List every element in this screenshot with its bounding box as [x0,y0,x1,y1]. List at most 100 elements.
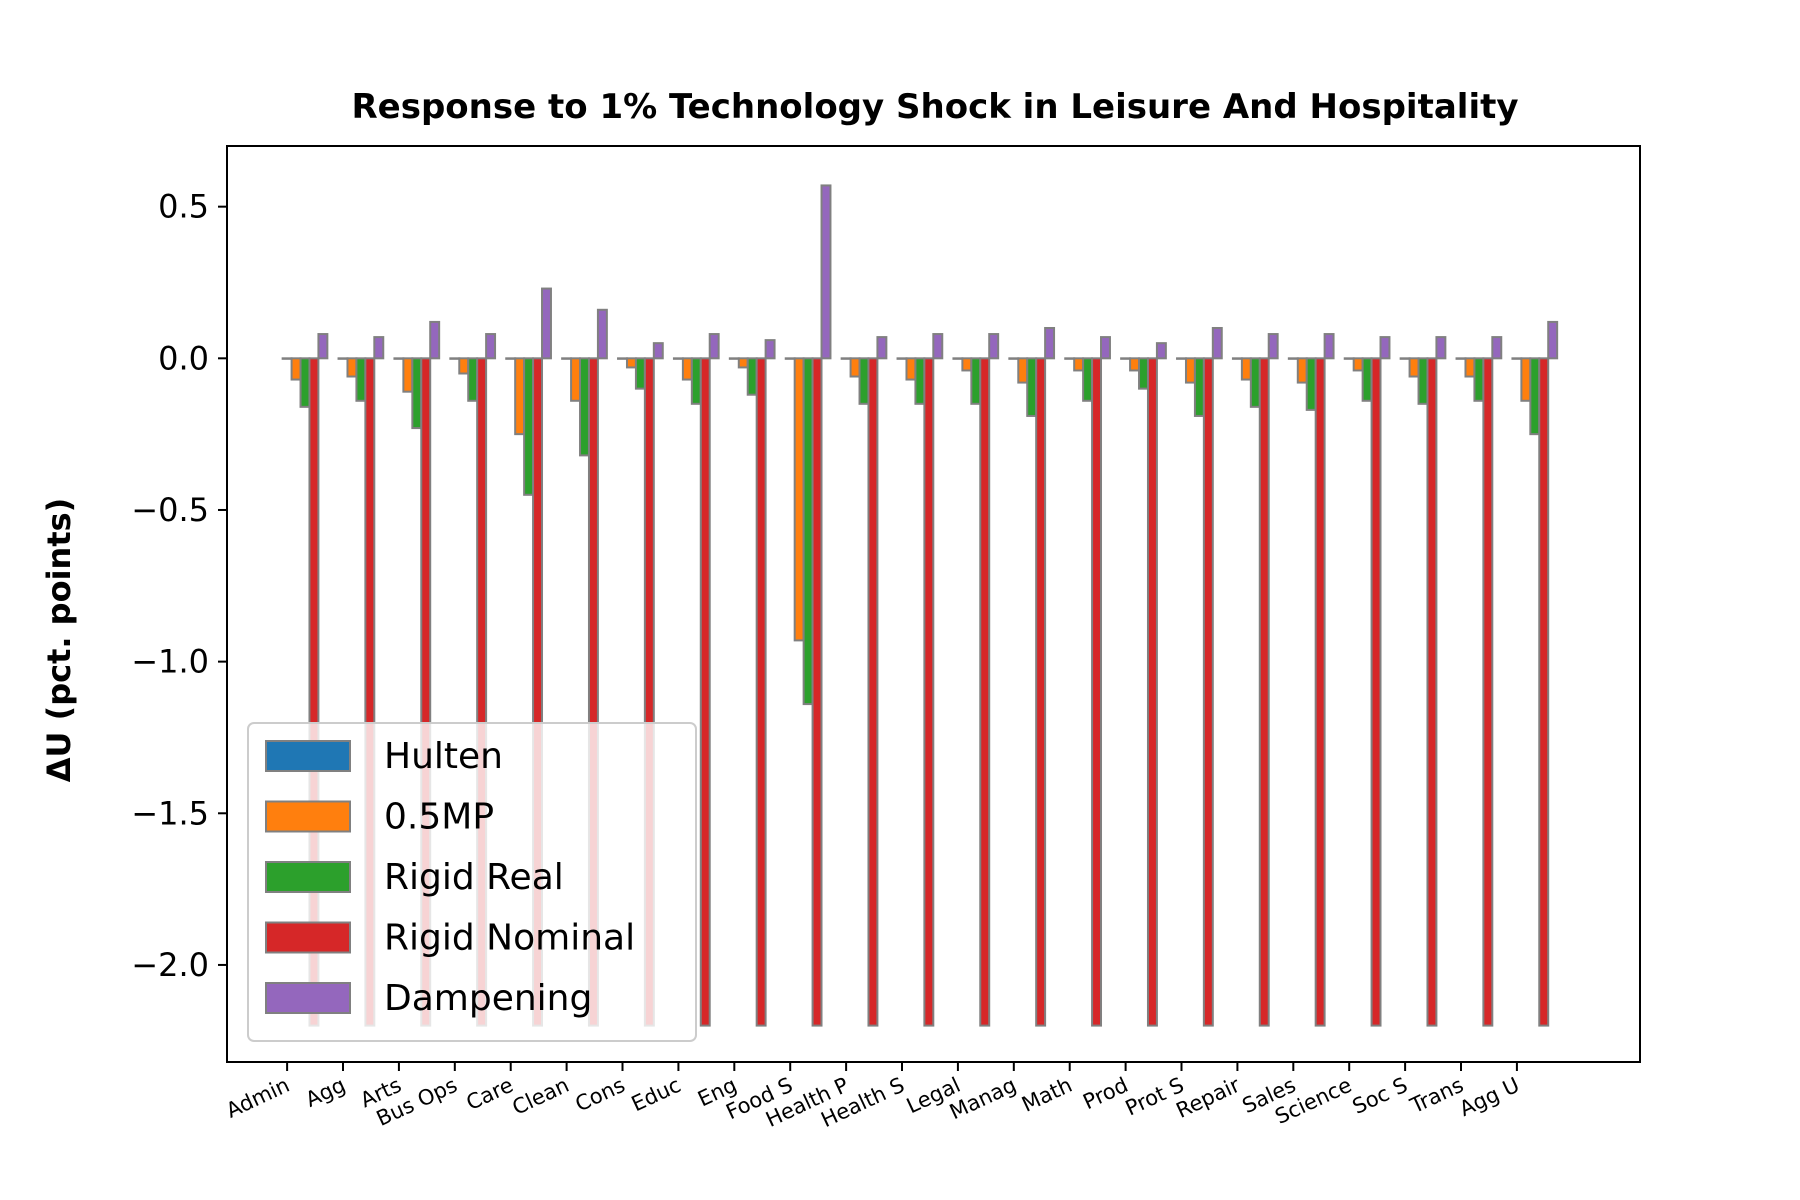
plot-area [226,145,1641,1063]
legend-swatch [265,800,351,833]
bar-dampening-prod [1155,342,1167,360]
bar-0-5mp-arts [402,357,414,393]
x-tick-label: Agg [302,1073,349,1112]
legend-box [247,722,697,1042]
bar-dampening-care [541,287,552,360]
bar-0-5mp-admin [290,357,302,381]
y-tick-label: −1.5 [131,794,209,832]
bar-rigid-nominal-prot-s [1202,357,1214,1027]
bar-rigid-nominal-soc-s [1426,357,1438,1027]
bar-rigid-nominal-prod [1146,357,1158,1027]
y-axis-label: ΔU (pct. points) [40,498,78,783]
bar-rigid-real-repair [1249,357,1261,408]
bar-rigid-nominal-manag [1035,357,1047,1027]
bar-rigid-real-educ [690,357,702,405]
bar-0-5mp-health-s [905,357,917,381]
bar-0-5mp-educ [681,357,693,381]
bar-dampening-arts [429,320,441,360]
bar-hulten-manag [1008,357,1020,360]
y-axis: 0.5 0.0 −0.5 −1.0 −1.5 −2.0 [131,188,227,984]
bar-rigid-nominal-trans [1482,357,1494,1027]
x-tick-label: Prod [1079,1073,1131,1114]
bar-hulten-educ [672,357,684,360]
legend-swatch [265,982,351,1014]
legend-label: 0.5MP [384,797,494,838]
bar-0-5mp-cons [625,357,637,369]
legend-label: Dampening [384,978,592,1019]
bar-rigid-real-math [1082,357,1094,402]
bar-0-5mp-science [1352,357,1364,372]
bar-dampening-eng [764,339,776,360]
legend: Hulten 0.5MP Rigid Real Rigid Nominal Dampen… [247,722,697,1042]
y-tick-label: 0.0 [158,339,209,377]
bar-rigid-real-prod [1138,357,1149,390]
bar-0-5mp-sales [1296,357,1308,384]
bar-hulten-admin [281,357,293,360]
bar-rigid-nominal-repair [1258,357,1270,1027]
x-tick-label: Agg U [1456,1073,1523,1121]
bar-hulten-sales [1287,357,1299,360]
bar-0-5mp-care [514,357,526,436]
bar-dampening-food-s [820,184,832,360]
y-tick-label: −0.5 [131,491,209,529]
bar-0-5mp-repair [1240,357,1252,381]
bar-hulten-cons [617,357,628,360]
bar-0-5mp-agg [346,357,358,378]
x-tick-label: Educ [628,1073,685,1117]
bar-rigid-real-arts [411,357,423,430]
bar-rigid-real-care [523,357,535,496]
x-tick-label: Admin [222,1073,293,1123]
bar-dampening-educ [708,333,720,360]
legend-label: Rigid Nominal [384,918,635,959]
bar-rigid-nominal-health-s [923,357,935,1027]
legend-swatch [265,861,351,893]
bar-hulten-eng [728,357,740,360]
bar-hulten-bus-ops [449,357,461,360]
bar-dampening-math [1100,336,1111,360]
bar-dampening-repair [1267,333,1279,360]
bar-dampening-legal [988,333,1000,360]
bar-hulten-agg [337,357,349,360]
bars-group [281,184,1559,1027]
bar-rigid-real-agg [355,357,367,402]
bar-hulten-clean [561,357,573,360]
bar-rigid-real-legal [970,357,982,405]
bar-hulten-care [505,357,517,360]
y-tick-label: −1.0 [131,643,209,681]
bar-rigid-nominal-agg-u [1538,357,1550,1027]
bar-0-5mp-prod [1129,357,1141,372]
bar-0-5mp-eng [737,357,749,369]
bar-rigid-nominal-educ [699,357,711,1027]
bar-dampening-health-p [876,336,888,360]
bar-rigid-real-sales [1305,357,1317,411]
bar-dampening-health-s [932,333,944,360]
bar-dampening-science [1379,336,1391,360]
bar-rigid-real-clean [579,357,590,457]
bar-hulten-health-s [896,357,908,360]
x-tick-label: Cons [572,1073,629,1117]
bar-hulten-prod [1120,357,1132,360]
bar-0-5mp-bus-ops [458,357,470,375]
bar-rigid-real-agg-u [1529,357,1541,436]
chart-title: Response to 1% Technology Shock in Leisu… [351,87,1518,127]
x-tick-label: Math [1018,1073,1076,1117]
x-tick-label: Repair [1172,1073,1243,1123]
bar-0-5mp-soc-s [1408,357,1420,378]
bar-rigid-nominal-math [1091,357,1103,1027]
bar-rigid-real-science [1361,357,1373,402]
legend-label: Hulten [384,736,503,777]
bar-dampening-agg-u [1547,320,1559,360]
bar-dampening-sales [1323,333,1335,360]
bar-dampening-agg [373,336,385,360]
bar-dampening-admin [317,333,329,360]
bar-0-5mp-health-p [849,357,861,378]
bar-dampening-manag [1044,326,1056,360]
y-tick-label: 0.5 [158,188,209,226]
bar-rigid-real-health-p [858,357,870,405]
bar-rigid-real-soc-s [1417,357,1429,405]
bar-rigid-nominal-health-p [867,357,879,1027]
bar-rigid-real-prot-s [1193,357,1205,417]
bar-0-5mp-agg-u [1520,357,1532,402]
x-tick-label: Trans [1406,1073,1467,1119]
